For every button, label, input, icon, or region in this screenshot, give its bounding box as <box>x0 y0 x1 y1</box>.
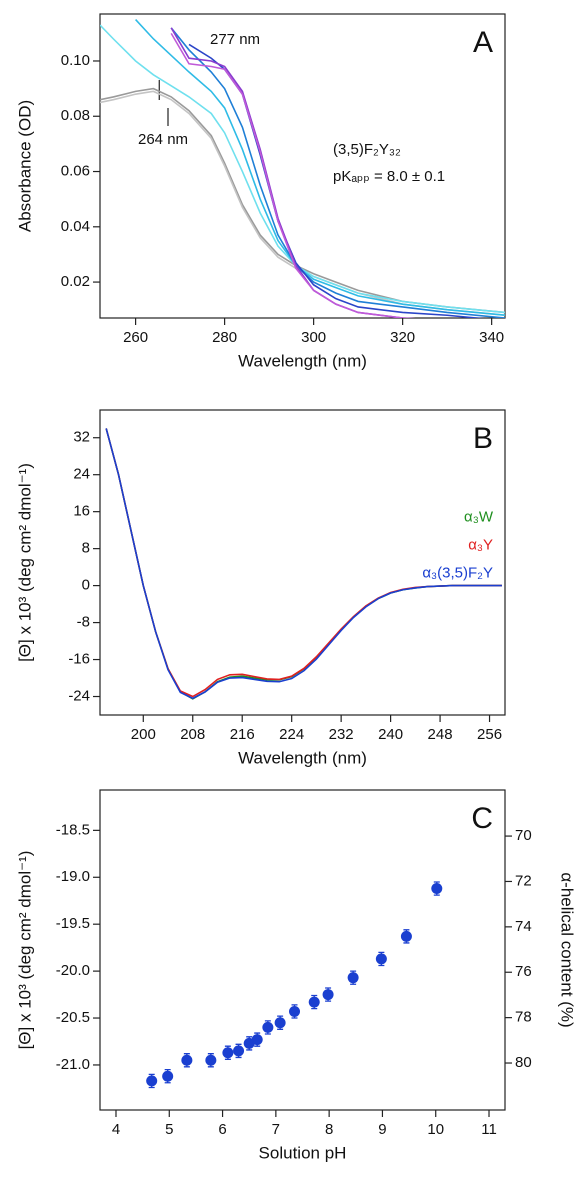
y-tick-label: -19.5 <box>56 915 90 932</box>
y-tick-label: -21.0 <box>56 1056 90 1073</box>
x-axis-label: Wavelength (nm) <box>238 351 367 370</box>
x-tick-label: 248 <box>428 726 453 743</box>
data-point <box>233 1045 245 1057</box>
x-tick-label: 216 <box>230 726 255 743</box>
y2-tick-label: 78 <box>515 1009 532 1026</box>
x-tick-label: 200 <box>131 726 156 743</box>
y-tick-label: 24 <box>73 466 90 483</box>
panel-letter: C <box>471 802 493 835</box>
y-tick-label: 8 <box>82 540 90 557</box>
y-tick-label: 0.06 <box>61 162 90 179</box>
series-line <box>170 27 505 318</box>
y-axis-label: [Θ] x 10³ (deg cm² dmol⁻¹) <box>15 851 34 1050</box>
data-point <box>251 1034 263 1046</box>
annotation: 277 nm <box>210 31 260 48</box>
x-tick-label: 6 <box>218 1121 226 1138</box>
plot-area <box>100 18 505 318</box>
x-tick-label: 300 <box>301 329 326 346</box>
plot-frame <box>99 13 506 319</box>
x-tick-label: 280 <box>212 329 237 346</box>
plot-frame <box>99 409 506 716</box>
x-tick-label: 9 <box>378 1121 386 1138</box>
data-point <box>322 989 334 1001</box>
y-tick-label: -20.0 <box>56 962 90 979</box>
panel: A 260 280 300 320 340 Wavelength (nm) 0.02 0.04 0… <box>15 13 506 370</box>
panel-letter: A <box>473 26 493 59</box>
x-tick-label: 10 <box>427 1121 444 1138</box>
data-point <box>400 930 412 942</box>
y-tick-label: 16 <box>73 503 90 520</box>
y-tick-label: -20.5 <box>56 1009 90 1026</box>
y-tick-label: 32 <box>73 429 90 446</box>
y-tick-label: 0.10 <box>61 52 90 69</box>
data-point <box>146 1075 158 1087</box>
panel-letter: B <box>473 422 493 455</box>
legend-entry: α₃Y <box>468 536 493 553</box>
x-tick-label: 4 <box>112 1121 120 1138</box>
data-point <box>347 972 359 984</box>
y-tick-label: -16 <box>68 651 90 668</box>
annotation: (3,5)F₂Y₃₂ <box>333 141 401 158</box>
series-line <box>105 428 502 700</box>
legend-entry: α₃(3,5)F₂Y <box>422 564 493 581</box>
plot-frame <box>99 789 506 1111</box>
data-point <box>262 1021 274 1033</box>
y-tick-label: 0.08 <box>61 107 90 124</box>
y-tick-label: -24 <box>68 687 90 704</box>
y-axis-label: Absorbance (OD) <box>15 100 34 232</box>
data-point <box>162 1070 174 1082</box>
x-tick-label: 208 <box>180 726 205 743</box>
x-axis-label: Solution pH <box>259 1143 347 1162</box>
y-tick-label: -18.5 <box>56 821 90 838</box>
series-line <box>135 18 505 317</box>
data-point <box>308 996 320 1008</box>
x-axis-label: Wavelength (nm) <box>238 748 367 767</box>
data-point <box>375 953 387 965</box>
legend-entry: α₃W <box>464 508 494 525</box>
y2-tick-label: 70 <box>515 827 532 844</box>
x-tick-label: 240 <box>378 726 403 743</box>
x-tick-label: 7 <box>272 1121 280 1138</box>
y-tick-label: 0.02 <box>61 273 90 290</box>
series-line <box>170 32 416 318</box>
series-line <box>100 90 505 317</box>
x-tick-label: 260 <box>123 329 148 346</box>
x-tick-label: 8 <box>325 1121 333 1138</box>
x-tick-label: 11 <box>481 1121 497 1138</box>
y2-tick-label: 80 <box>515 1054 532 1071</box>
x-tick-label: 340 <box>479 329 504 346</box>
y-tick-label: -19.0 <box>56 868 90 885</box>
x-tick-label: 224 <box>279 726 304 743</box>
data-point <box>205 1054 217 1066</box>
y-axis-label: [Θ] x 10³ (deg cm² dmol⁻¹) <box>15 463 34 662</box>
series-line <box>100 24 505 314</box>
series-line <box>100 87 505 314</box>
x-tick-label: 5 <box>165 1121 173 1138</box>
data-point <box>431 883 443 895</box>
y2-axis-label: α-helical content (%) <box>558 872 577 1027</box>
plot-area <box>105 428 502 700</box>
data-point <box>222 1047 234 1059</box>
y2-tick-label: 72 <box>515 872 532 889</box>
data-point <box>274 1017 286 1029</box>
y2-tick-label: 76 <box>515 963 532 980</box>
y-tick-label: -8 <box>77 614 90 631</box>
x-tick-label: 256 <box>477 726 502 743</box>
plot-area <box>146 881 443 1089</box>
x-tick-label: 320 <box>390 329 415 346</box>
y2-tick-label: 74 <box>515 918 532 935</box>
data-point <box>289 1005 301 1017</box>
data-point <box>181 1054 193 1066</box>
x-tick-label: 232 <box>329 726 354 743</box>
annotation: 264 nm <box>138 131 188 148</box>
series-line <box>105 428 502 698</box>
y-tick-label: 0 <box>82 577 90 594</box>
y-tick-label: 0.04 <box>61 218 90 235</box>
annotation: pKₐₚₚ = 8.0 ± 0.1 <box>333 168 445 185</box>
